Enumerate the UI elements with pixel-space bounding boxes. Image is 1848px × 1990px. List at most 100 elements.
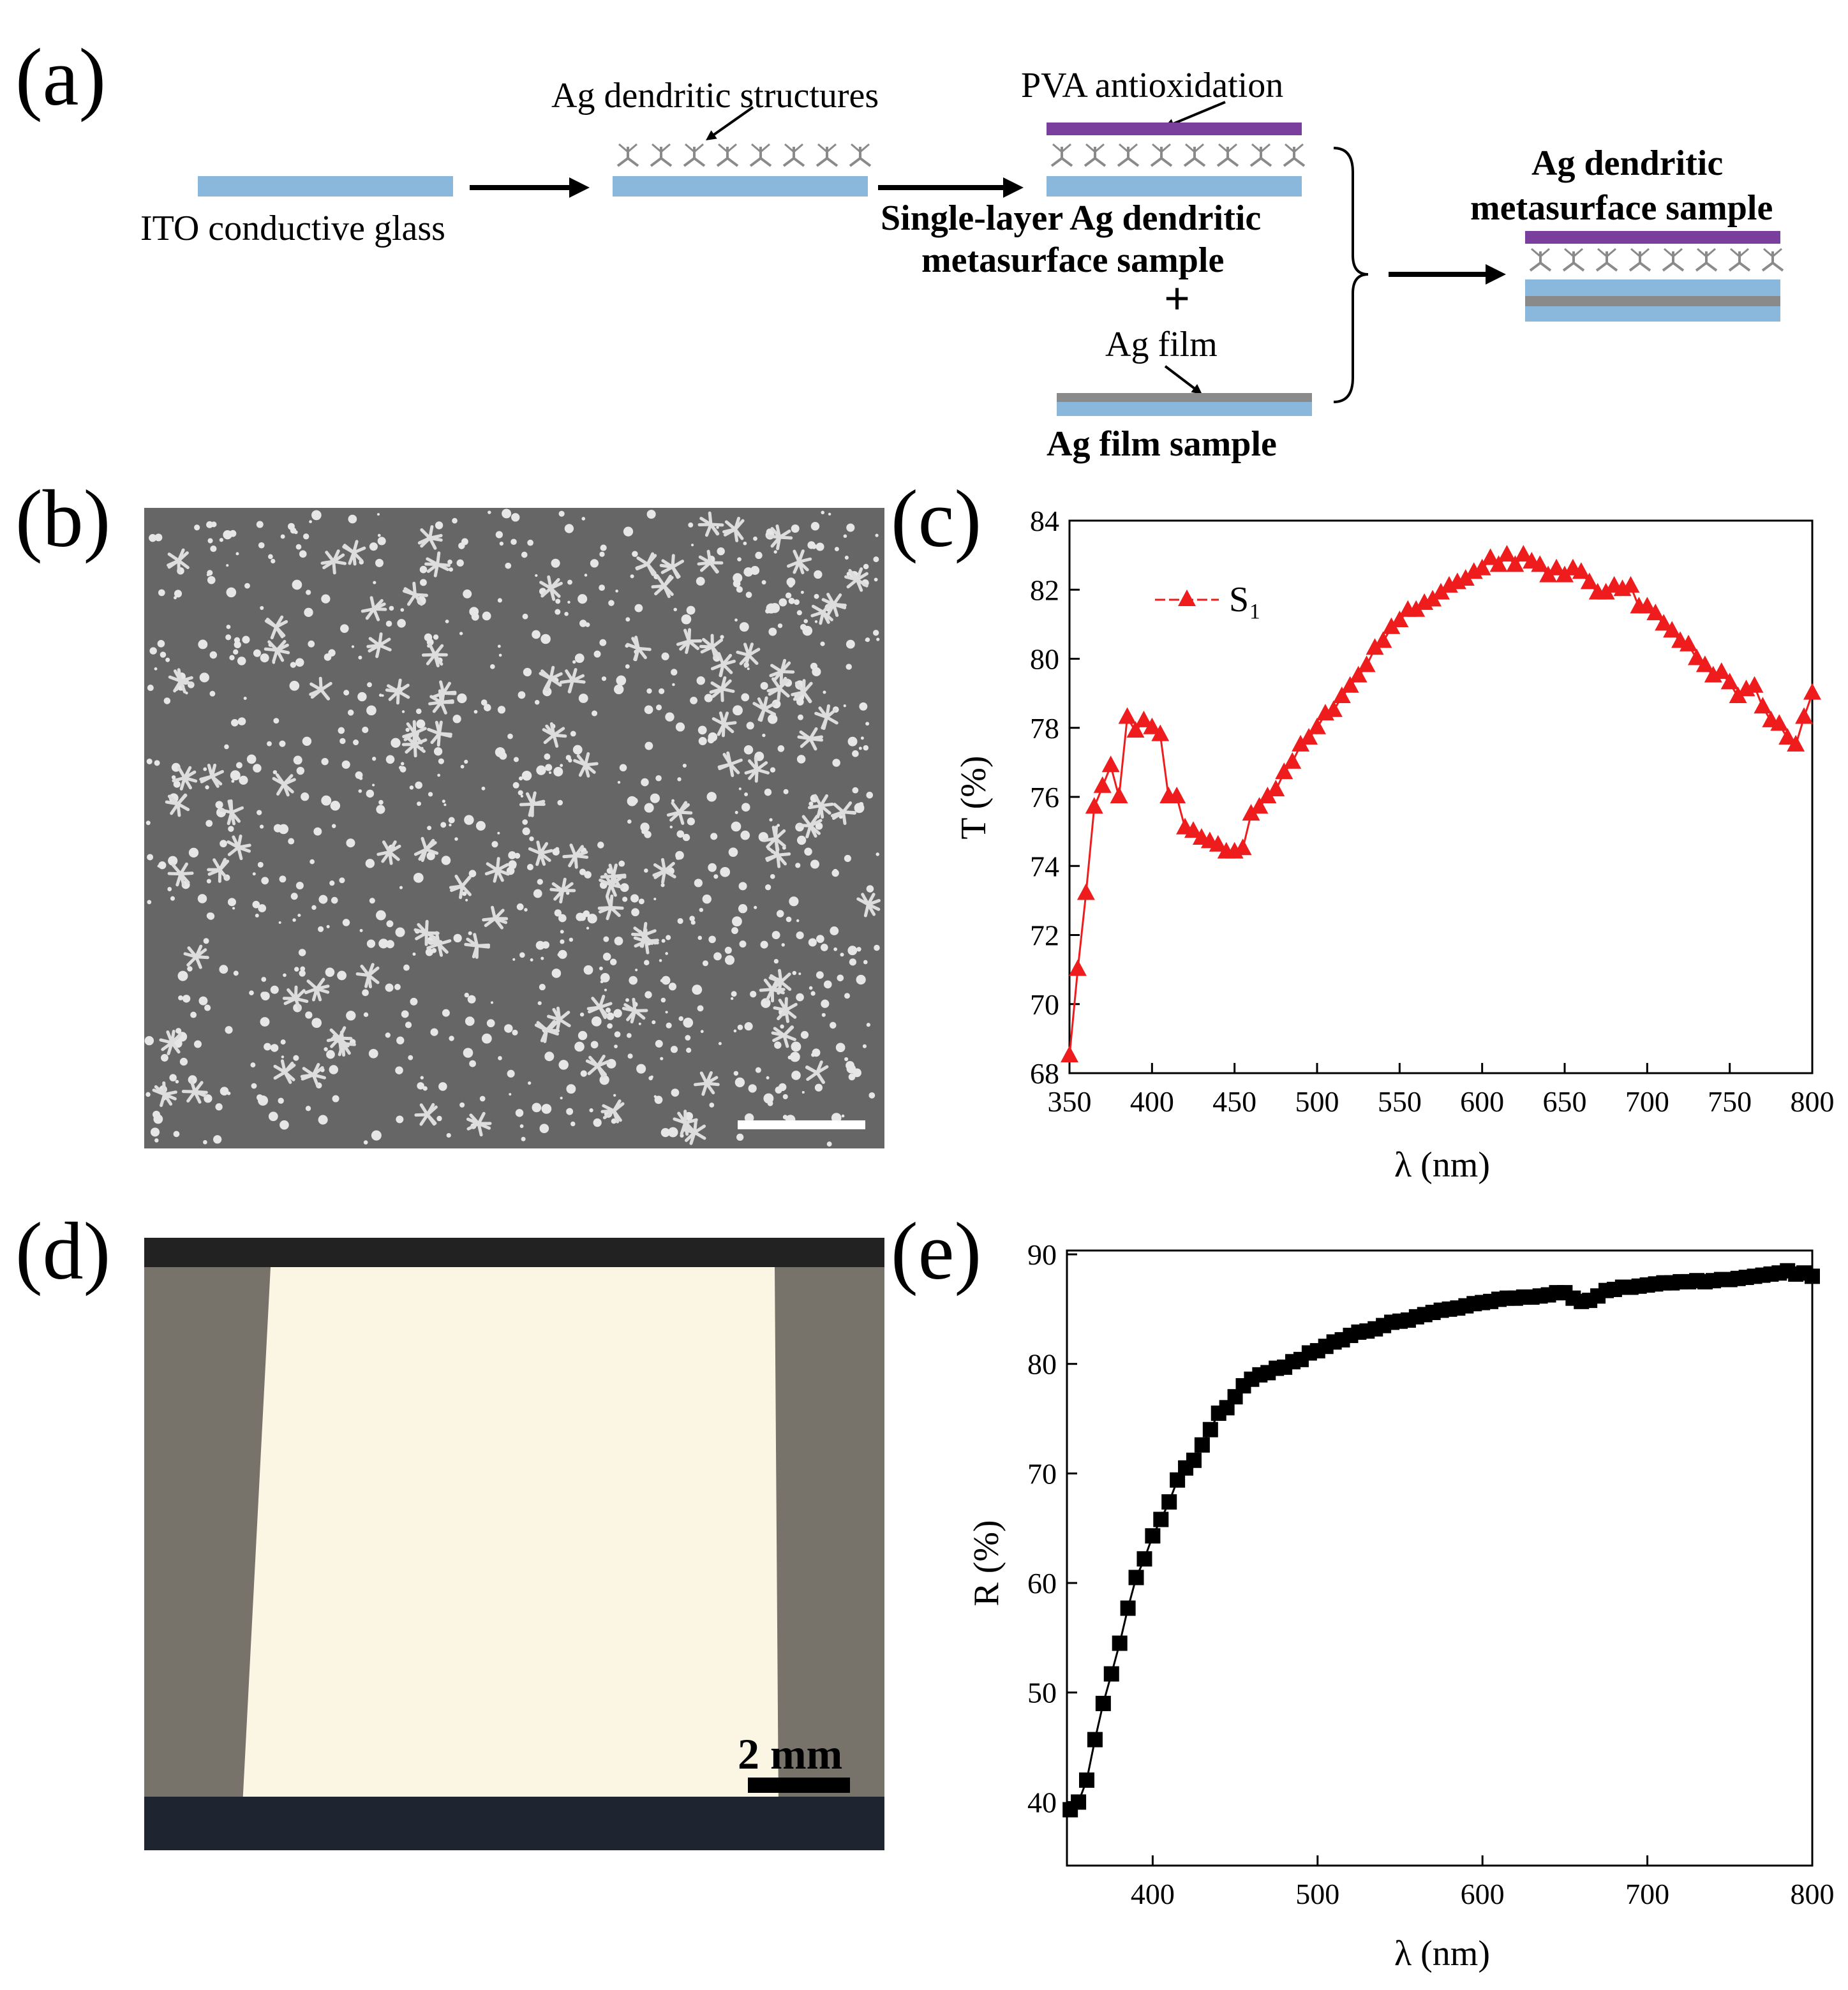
dendrite: [596, 1064, 605, 1078]
particle: [745, 591, 752, 598]
particle: [565, 755, 571, 761]
particle: [532, 1103, 542, 1113]
marker: [1729, 687, 1747, 704]
dendrite: [570, 674, 585, 683]
particle: [385, 983, 394, 992]
dendrite: [826, 157, 838, 167]
particle: [178, 995, 183, 1000]
dendrite: [826, 143, 837, 153]
particle: [304, 607, 313, 617]
particle: [413, 872, 424, 883]
particle: [297, 914, 301, 917]
dendrite: [591, 997, 602, 1009]
marker: [1382, 617, 1401, 634]
particle: [215, 1103, 223, 1111]
dendrite: [780, 661, 791, 674]
particle: [499, 541, 504, 546]
particle: [292, 579, 302, 590]
dendrite: [776, 853, 781, 868]
particle: [754, 905, 757, 909]
particle: [207, 570, 213, 576]
marker: [1695, 655, 1714, 672]
particle: [337, 970, 346, 981]
particle: [223, 530, 232, 540]
dendrite: [530, 799, 546, 806]
dendrite: [773, 829, 786, 840]
particle: [287, 523, 295, 530]
dendrite: [646, 562, 655, 576]
particle: [197, 894, 207, 903]
particle: [555, 847, 560, 851]
particle: [145, 821, 151, 826]
particle: [625, 664, 630, 669]
dendrite: [609, 876, 622, 887]
particle: [464, 759, 468, 764]
dendrite: [265, 618, 278, 629]
particle: [682, 833, 690, 842]
dendrite: [662, 584, 671, 598]
particle: [540, 956, 544, 960]
particle: [602, 953, 611, 961]
dendrite: [210, 775, 220, 788]
dendrite: [1094, 143, 1105, 153]
particle: [378, 939, 389, 949]
particle: [666, 1022, 672, 1028]
dendrite: [193, 1090, 202, 1104]
particle: [771, 931, 780, 939]
particle: [436, 1115, 442, 1122]
particle: [534, 699, 540, 705]
particle: [627, 1053, 633, 1059]
dendrite: [428, 642, 436, 657]
particle: [791, 524, 800, 533]
particle: [482, 611, 491, 621]
particle: [207, 538, 213, 544]
particle: [456, 559, 464, 567]
label: PVA antioxidation: [1021, 66, 1283, 105]
particle: [795, 863, 801, 868]
label: ITO conductive glass: [140, 209, 445, 248]
marker: [1283, 752, 1302, 769]
particle: [786, 916, 792, 923]
dendrite: [661, 559, 674, 569]
dendrite: [720, 679, 732, 691]
particle: [288, 838, 295, 845]
marker: [1118, 707, 1136, 724]
dendrite: [757, 708, 766, 722]
particle: [257, 810, 262, 815]
dendrite: [1573, 248, 1583, 258]
dendrite: [543, 733, 556, 745]
dendrite: [817, 143, 828, 153]
ito-layer: [1057, 402, 1312, 416]
particle: [690, 696, 698, 704]
particle: [557, 953, 562, 957]
particle: [843, 534, 847, 538]
particle: [730, 997, 734, 1000]
dendrite: [473, 933, 479, 947]
dendrite: [831, 602, 847, 607]
dendrite: [179, 676, 193, 683]
particle: [544, 753, 551, 760]
dendrite: [775, 842, 780, 857]
particle: [789, 1051, 800, 1062]
dendrite: [1672, 262, 1685, 272]
particle: [490, 1001, 494, 1004]
particle: [694, 879, 703, 887]
particle: [738, 904, 748, 914]
particle: [294, 530, 298, 535]
ag-film: [1057, 393, 1312, 402]
dendrite: [426, 1113, 436, 1126]
dendrite: [685, 143, 695, 153]
particle: [620, 883, 629, 893]
dendrite: [801, 815, 812, 828]
particle: [371, 1130, 382, 1141]
particle: [516, 903, 524, 910]
particle: [557, 799, 563, 806]
particle: [768, 627, 777, 636]
marker: [1556, 565, 1574, 583]
particle: [207, 575, 216, 584]
particle: [419, 565, 428, 574]
particle: [420, 1076, 424, 1080]
particle: [858, 746, 862, 750]
particle: [452, 517, 458, 524]
dendrite: [486, 862, 499, 872]
